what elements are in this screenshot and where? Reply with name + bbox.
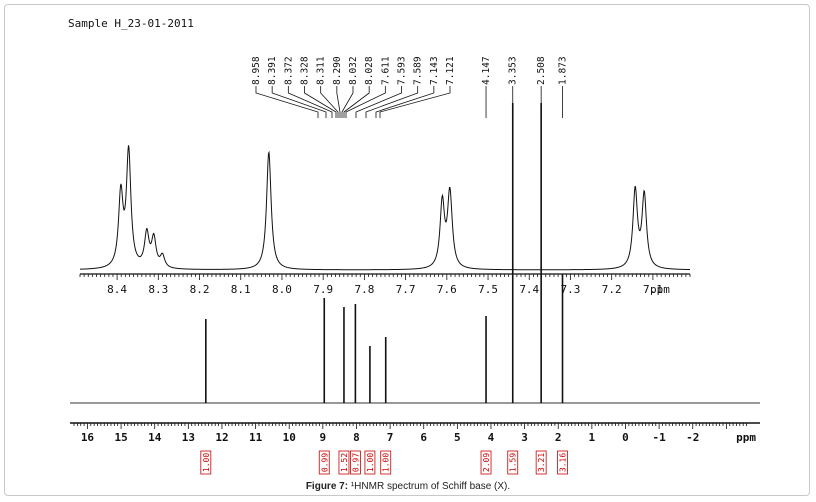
expanded-tick-label: 7.1	[643, 283, 663, 296]
full-tick-label: 7	[387, 431, 394, 444]
full-tick-label: 3	[521, 431, 528, 444]
integral-box	[200, 450, 212, 475]
full-tick-label: 1	[589, 431, 596, 444]
full-tick-label: 15	[114, 431, 127, 444]
expanded-tick-label: 7.6	[437, 283, 457, 296]
full-tick-label: 6	[420, 431, 427, 444]
peak-label: 4.147	[481, 56, 492, 85]
expanded-tick-label: 8.2	[190, 283, 210, 296]
integral-box	[364, 450, 376, 475]
integral-value: 0.97	[351, 453, 360, 472]
peak-label: 7.589	[413, 56, 424, 85]
integral-value: 1.59	[509, 453, 518, 472]
expanded-tick-label: 7.3	[561, 283, 581, 296]
peak-label: 8.311	[316, 56, 327, 85]
integral-box	[318, 450, 330, 475]
integral-box	[349, 450, 361, 475]
peak-label: 8.328	[300, 56, 311, 85]
caption-label: Figure 7:	[305, 481, 349, 492]
full-tick-label: 8	[353, 431, 360, 444]
integral-value: 1.00	[202, 453, 211, 472]
integral-value: 3.21	[537, 453, 546, 472]
expanded-tick-label: 7.5	[478, 283, 498, 296]
integral-box	[557, 450, 568, 475]
full-tick-label: 10	[283, 431, 296, 444]
peak-label: 8.372	[283, 56, 294, 85]
expanded-spectrum-trace	[79, 145, 691, 271]
integral-value: 1.00	[382, 453, 391, 472]
peak-label-connector	[343, 86, 370, 118]
expanded-tick-label: 7.8	[354, 283, 374, 296]
expanded-tick-label: 8.3	[148, 283, 168, 296]
peak-label-connector	[355, 86, 402, 118]
full-tick-label: 2	[555, 431, 562, 444]
integral-box	[380, 450, 392, 475]
full-tick-label: 9	[320, 431, 327, 444]
peak-label: 7.143	[429, 56, 440, 85]
peak-label-connector	[320, 86, 339, 118]
peak-label: 8.032	[348, 56, 359, 85]
integral-value: 3.16	[559, 453, 568, 472]
caption-text: ¹HNMR spectrum of Schiff base (X).	[350, 481, 511, 492]
full-tick-label: 11	[249, 431, 263, 444]
peak-label-connector	[287, 86, 333, 118]
peak-label: 8.958	[251, 56, 262, 85]
integral-box	[507, 450, 519, 475]
expanded-tick-label: 8.1	[231, 283, 251, 296]
peak-label-connector	[271, 86, 327, 118]
integral-value: 2.09	[482, 453, 491, 472]
peak-label: 7.611	[380, 56, 391, 85]
expanded-axis-unit: ppm	[650, 283, 670, 296]
expanded-tick-label: 8.4	[107, 283, 127, 296]
integral-value: 1.52	[340, 453, 349, 472]
expanded-tick-label: 8.0	[272, 283, 292, 296]
peak-label-connector	[255, 86, 319, 118]
full-tick-label: 16	[81, 431, 95, 444]
full-tick-label: 12	[215, 431, 228, 444]
peak-label-connector	[365, 86, 419, 118]
full-tick-label: 13	[182, 431, 195, 444]
integral-value: 0.99	[320, 453, 329, 472]
peak-label: 2.508	[536, 56, 547, 85]
peak-label-connector	[304, 86, 337, 118]
peak-label-connector	[375, 86, 435, 118]
expanded-tick-label: 7.2	[602, 283, 622, 296]
integral-box	[480, 450, 492, 475]
peak-label-connector	[379, 86, 451, 118]
peak-label-connector	[336, 86, 341, 118]
peak-label-connector	[341, 86, 354, 118]
expanded-tick-label: 7.4	[519, 283, 539, 296]
peak-label: 7.593	[397, 56, 408, 85]
full-tick-label: 5	[454, 431, 461, 444]
figure-frame	[4, 4, 810, 496]
figure-caption: Figure 7: ¹HNMR spectrum of Schiff base …	[0, 481, 816, 492]
full-tick-label: -2	[686, 431, 699, 444]
peak-label: 8.391	[267, 56, 278, 85]
expanded-tick-label: 7.9	[313, 283, 333, 296]
integral-box	[338, 450, 350, 475]
sample-label: Sample H_23-01-2011	[68, 17, 194, 30]
full-tick-label: 0	[622, 431, 629, 444]
full-tick-label: 4	[488, 431, 495, 444]
peak-label: 1.873	[558, 56, 569, 85]
peak-label: 8.290	[332, 56, 343, 85]
full-tick-label: -1	[652, 431, 666, 444]
peak-label: 7.121	[445, 56, 456, 85]
integral-box	[535, 450, 547, 475]
full-axis-unit: ppm	[736, 431, 756, 444]
peak-label-connector	[345, 86, 386, 118]
integral-value: 1.00	[366, 453, 375, 472]
peak-label: 8.028	[364, 56, 375, 85]
full-tick-label: 14	[148, 431, 162, 444]
expanded-tick-label: 7.7	[396, 283, 416, 296]
peak-label: 3.353	[508, 56, 519, 85]
